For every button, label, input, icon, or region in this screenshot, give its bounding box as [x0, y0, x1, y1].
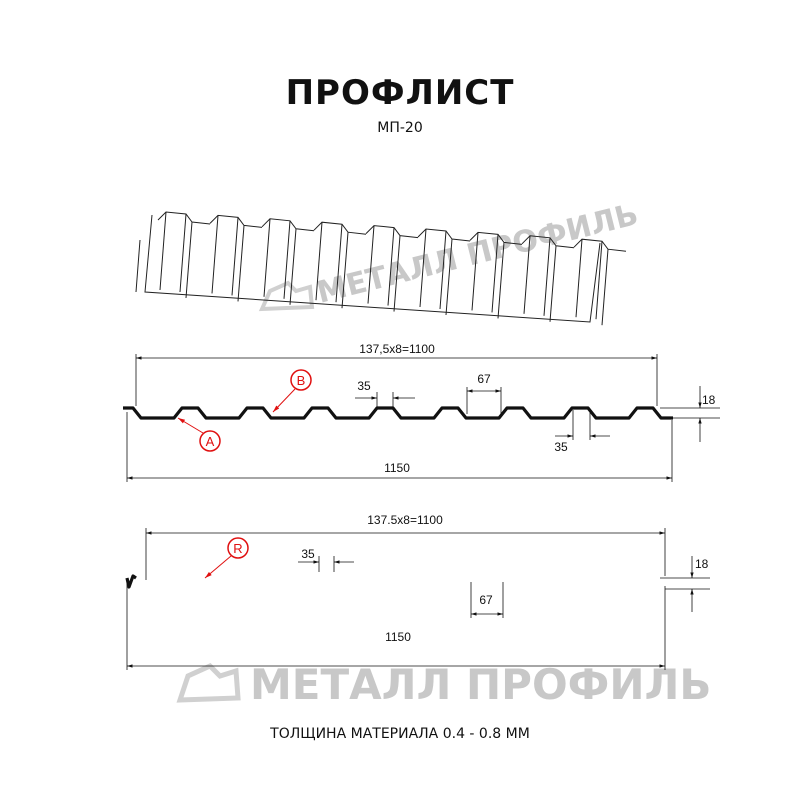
sheet-edge [387, 227, 395, 306]
height-dimension: 18 [695, 557, 709, 571]
sheet-3d-view [135, 211, 627, 326]
label-r: R [204, 537, 249, 579]
sheet-edge [179, 213, 187, 293]
sheet-edge [367, 225, 375, 304]
sheet-edge [289, 228, 297, 305]
sheet-edge [315, 222, 323, 301]
sheet-edge [575, 239, 583, 318]
profile-2-outline [125, 574, 137, 589]
sheet-edge [497, 242, 505, 319]
top-width-dimension: 35 [357, 379, 371, 393]
sheet-edge [471, 232, 479, 311]
sheet-edge [231, 217, 239, 296]
total-width-dimension: 1150 [384, 461, 410, 475]
sheet-edge [263, 218, 271, 297]
watermark-logo-1: МЕТАЛЛ ПРОФИЛЬ [258, 197, 642, 312]
profile-1: 137,5x8=1100 1150 35 67 35 18 B A [123, 342, 720, 482]
sheet-edge [543, 237, 551, 316]
sheet-edge [185, 221, 193, 299]
page-title: ПРОФЛИСТ [286, 73, 515, 113]
pitch-dimension: 137,5x8=1100 [359, 342, 435, 356]
height-dimension: 18 [702, 393, 716, 407]
bottom-width-dimension: 67 [477, 372, 491, 386]
watermark-text: МЕТАЛЛ ПРОФИЛЬ [250, 660, 711, 709]
sheet-edge [283, 220, 291, 299]
sheet-edge [159, 211, 167, 291]
sheet-edge [445, 238, 453, 316]
total-width-dimension: 1150 [385, 630, 411, 644]
sheet-edge [419, 228, 427, 308]
sheet-edge [237, 225, 245, 302]
svg-text:R: R [233, 541, 242, 556]
svg-text:B: B [297, 373, 306, 388]
pitch-dimension: 137.5x8=1100 [367, 513, 443, 527]
sheet-edge [523, 235, 531, 314]
profile-1-outline [123, 406, 673, 420]
top-width-dimension-lower: 35 [554, 440, 568, 454]
sheet-edge [439, 230, 447, 310]
model-subtitle: МП-20 [377, 120, 422, 136]
sheet-edge [491, 234, 499, 313]
material-thickness-note: ТОЛЩИНА МАТЕРИАЛА 0.4 - 0.8 ММ [269, 726, 530, 742]
sheet-edge [393, 235, 401, 312]
watermark-logo-2: МЕТАЛЛ ПРОФИЛЬ [176, 660, 711, 709]
sheet-edge [595, 241, 603, 320]
sheet-edge [335, 224, 343, 303]
watermark-text: МЕТАЛЛ ПРОФИЛЬ [313, 197, 641, 311]
sheet-edge [144, 214, 601, 323]
sheet-edge [211, 215, 219, 294]
bottom-width-dimension: 67 [479, 593, 493, 607]
sheet-edge [549, 245, 557, 322]
svg-text:A: A [206, 434, 215, 449]
profile-2: 137.5x8=1100 1150 35 67 18 R [125, 513, 710, 670]
sheet-edge [601, 249, 609, 326]
sheet-edge [341, 232, 349, 309]
sheet-edge [135, 239, 141, 293]
label-b: B [272, 369, 312, 413]
label-a: A [177, 417, 221, 452]
top-width-dimension: 35 [301, 547, 315, 561]
